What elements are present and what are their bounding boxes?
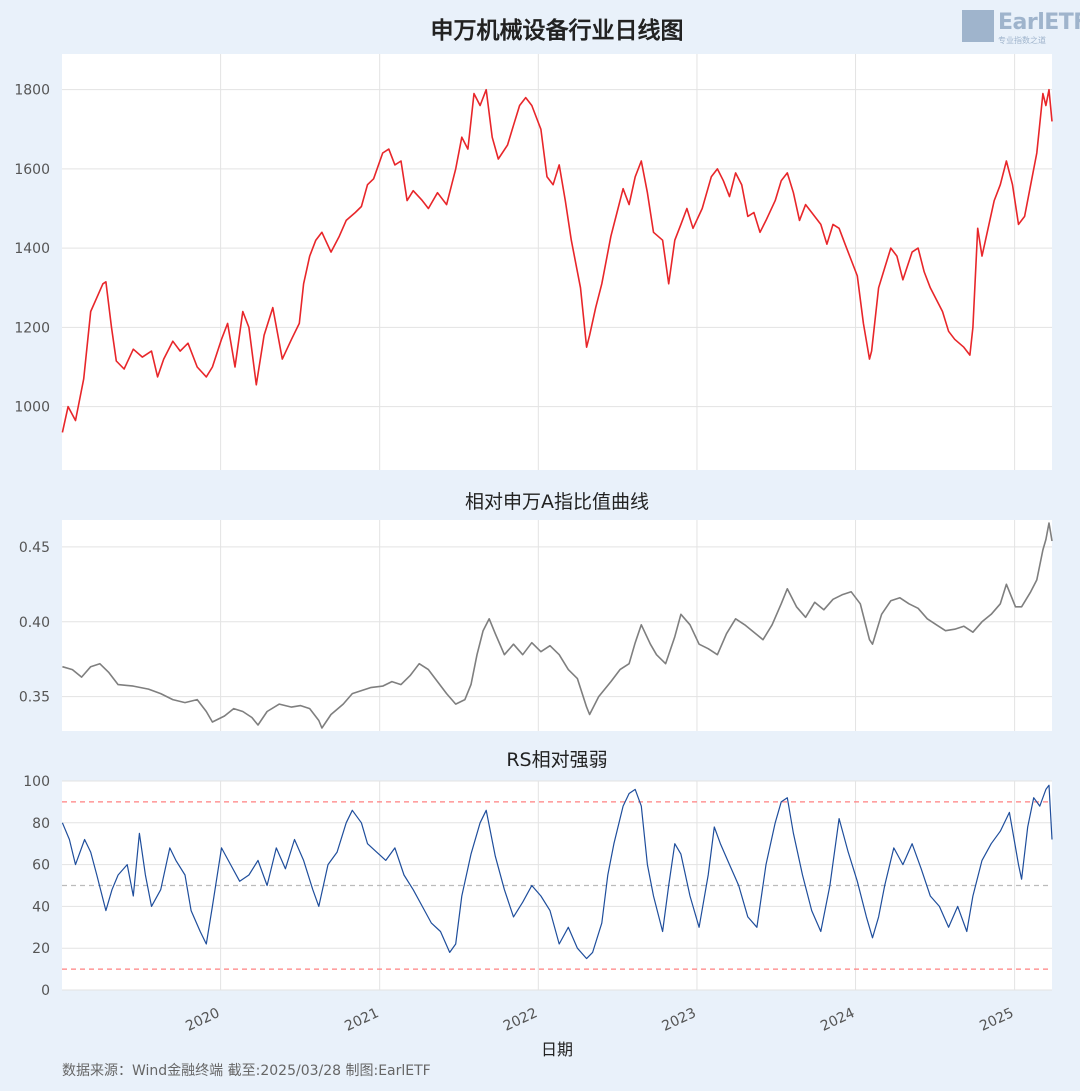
chart-panel-2: 0.35 0.40 0.45 相对申万A指比值曲线: [19, 491, 1053, 731]
chart-title: 申万机械设备行业日线图: [431, 17, 684, 44]
chart-title: 相对申万A指比值曲线: [465, 491, 649, 513]
x-tick-label: 2023: [660, 1005, 699, 1035]
plot-area: [62, 54, 1052, 470]
x-axis-label: 日期: [541, 1040, 573, 1059]
x-tick-label: 2024: [818, 1005, 857, 1035]
logo-text: EarlETF: [998, 10, 1080, 35]
series-line: [61, 88, 1053, 433]
x-tick-label: 2021: [342, 1005, 381, 1035]
y-tick-label: 20: [32, 941, 50, 957]
y-tick-label: 0.40: [19, 615, 50, 631]
x-tick-label: 2020: [183, 1005, 222, 1035]
plot-area: [62, 520, 1052, 731]
y-tick-label: 60: [32, 858, 50, 874]
earletf-logo: EarlETF 专业指数之道: [962, 10, 1080, 45]
chart-title: RS相对强弱: [506, 749, 607, 771]
y-tick-label: 0: [41, 983, 50, 999]
chart-panel-3: 0 20 40 60 80 100 RS相对强弱 2020 2021 2022 2023 2024 20…: [23, 749, 1053, 1059]
y-tick-label: 1400: [14, 241, 50, 257]
y-tick-label: 80: [32, 816, 50, 832]
x-tick-label: 2025: [977, 1005, 1016, 1035]
y-tick-label: 0.35: [19, 690, 50, 706]
y-tick-label: 1200: [14, 320, 50, 336]
y-tick-label: 100: [23, 774, 50, 790]
chart-panel-1: 1000 1200 1400 1600 1800 申万机械设备行业日线图: [14, 17, 1053, 470]
series-line: [61, 784, 1053, 960]
y-tick-label: 1800: [14, 83, 50, 99]
y-tick-label: 40: [32, 899, 50, 915]
y-tick-label: 1600: [14, 162, 50, 178]
y-tick-label: 0.45: [19, 540, 50, 556]
series-line: [62, 522, 1053, 729]
y-tick-label: 1000: [14, 400, 50, 416]
source-note: 数据来源：Wind金融终端 截至:2025/03/28 制图:EarlETF: [62, 1063, 431, 1079]
logo-tagline: 专业指数之道: [998, 36, 1046, 45]
logo-mark-icon: [962, 10, 994, 42]
x-tick-label: 2022: [501, 1005, 540, 1035]
